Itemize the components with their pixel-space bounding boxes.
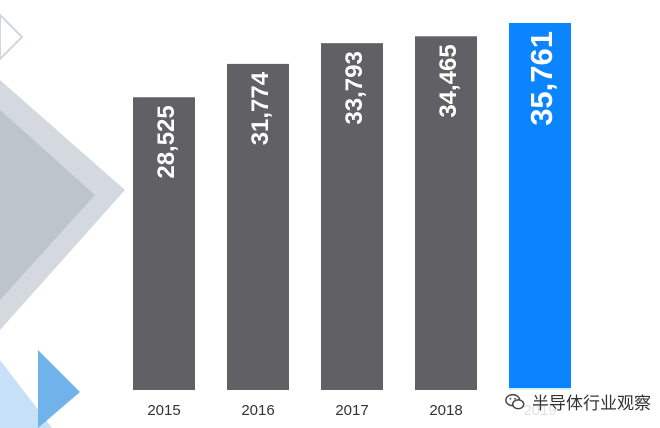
bar-value-label-2019: 35,761 bbox=[524, 31, 559, 126]
bar-value-label-2018: 34,465 bbox=[435, 44, 462, 117]
photo-panel-shade bbox=[0, 110, 95, 300]
x-axis-labels: 20152016201720182019 bbox=[147, 402, 556, 419]
bar-value-label-2017: 33,793 bbox=[341, 51, 368, 124]
bars-group: 28,525 31,774 33,793 34,465 35,761 bbox=[133, 22, 571, 391]
blue-triangle bbox=[38, 350, 80, 428]
watermark: 半导体行业观察 bbox=[502, 388, 657, 415]
watermark-text: 半导体行业观察 bbox=[532, 394, 651, 414]
background-decoration bbox=[0, 13, 125, 428]
x-tick-label-2017: 2017 bbox=[335, 402, 368, 419]
bar-2016 bbox=[227, 63, 289, 390]
x-tick-label-2015: 2015 bbox=[147, 402, 180, 419]
bar-2017 bbox=[321, 43, 383, 391]
outline-diamond bbox=[0, 13, 24, 61]
bar-value-label-2015: 28,525 bbox=[153, 105, 180, 178]
bar-2015 bbox=[133, 97, 195, 391]
x-tick-label-2018: 2018 bbox=[429, 402, 462, 419]
bar-2018 bbox=[415, 36, 477, 390]
bar-value-label-2016: 31,774 bbox=[247, 71, 274, 145]
bar-2019 bbox=[509, 22, 571, 390]
x-tick-label-2016: 2016 bbox=[241, 402, 274, 419]
wechat-icon bbox=[505, 393, 525, 409]
